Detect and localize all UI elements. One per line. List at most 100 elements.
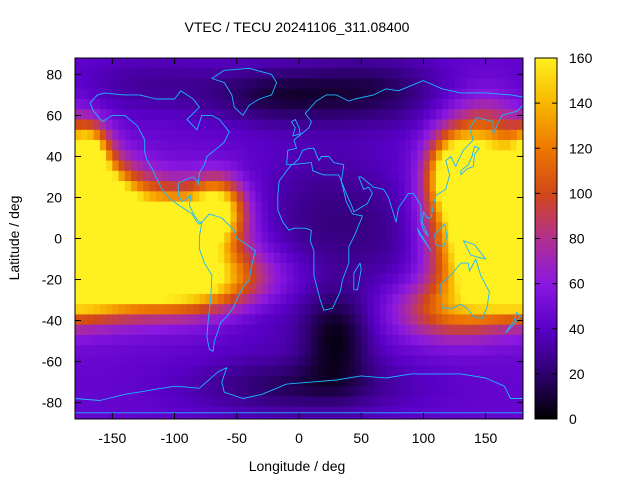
heatmap-cell xyxy=(174,119,182,131)
heatmap-cell xyxy=(174,293,182,305)
heatmap-cell xyxy=(286,345,294,357)
heatmap-cell xyxy=(292,191,300,203)
heatmap-cell xyxy=(429,160,437,172)
heatmap-cell xyxy=(174,355,182,367)
heatmap-cell xyxy=(81,406,89,418)
heatmap-cell xyxy=(224,293,232,305)
heatmap-cell xyxy=(299,355,306,367)
heatmap-cell xyxy=(299,119,306,131)
heatmap-cell xyxy=(417,109,425,121)
heatmap-cell xyxy=(218,211,225,223)
heatmap-cell xyxy=(330,375,337,387)
heatmap-cell xyxy=(236,324,244,336)
heatmap-cell xyxy=(355,109,362,121)
heatmap-cell xyxy=(299,406,306,418)
heatmap-cell xyxy=(236,242,244,254)
heatmap-cell xyxy=(149,252,157,264)
heatmap-cell xyxy=(87,242,95,254)
heatmap-cell xyxy=(330,68,337,80)
heatmap-cell xyxy=(404,283,412,295)
heatmap-cell xyxy=(255,140,263,151)
heatmap-cell xyxy=(373,314,381,326)
heatmap-cell xyxy=(485,181,493,192)
heatmap-cell xyxy=(373,211,381,223)
heatmap-cell xyxy=(168,58,176,69)
heatmap-cell xyxy=(442,304,449,315)
heatmap-cell xyxy=(448,355,456,367)
heatmap-cell xyxy=(162,365,169,377)
heatmap-cell xyxy=(311,324,319,336)
heatmap-cell xyxy=(267,386,275,398)
heatmap-cell xyxy=(174,334,182,346)
heatmap-cell xyxy=(93,160,101,172)
heatmap-cell xyxy=(274,273,281,285)
heatmap-cell xyxy=(429,386,437,398)
heatmap-cell xyxy=(236,416,244,419)
heatmap-cell xyxy=(379,345,387,357)
heatmap-cell xyxy=(118,58,126,69)
heatmap-cell xyxy=(435,375,443,387)
heatmap-cell xyxy=(516,375,523,387)
heatmap-cell xyxy=(305,283,313,295)
heatmap-cell xyxy=(87,334,95,346)
heatmap-cell xyxy=(292,99,300,110)
heatmap-cell xyxy=(286,273,294,285)
heatmap-cell xyxy=(137,211,145,223)
heatmap-cell xyxy=(143,396,151,408)
heatmap-cell xyxy=(423,365,431,377)
heatmap-cell xyxy=(361,181,369,192)
heatmap-cell xyxy=(491,170,499,182)
heatmap-cell xyxy=(124,416,132,419)
heatmap-cell xyxy=(93,170,101,182)
heatmap-cell xyxy=(280,345,288,357)
heatmap-cell xyxy=(174,345,182,357)
heatmap-cell xyxy=(323,334,331,346)
heatmap-cell xyxy=(516,222,523,233)
heatmap-cell xyxy=(299,283,306,295)
heatmap-cell xyxy=(149,375,157,387)
heatmap-cell xyxy=(467,386,474,398)
heatmap-cell xyxy=(118,355,126,367)
heatmap-cell xyxy=(81,396,89,408)
heatmap-cell xyxy=(230,201,238,213)
heatmap-cell xyxy=(280,416,288,419)
heatmap-cell xyxy=(249,160,257,172)
heatmap-cell xyxy=(435,201,443,213)
heatmap-cell xyxy=(404,170,412,182)
heatmap-cell xyxy=(355,334,362,346)
heatmap-cell xyxy=(460,211,468,223)
heatmap-cell xyxy=(193,88,201,100)
heatmap-cell xyxy=(467,222,474,233)
heatmap-cell xyxy=(485,78,493,90)
heatmap-cell xyxy=(75,386,82,398)
heatmap-cell xyxy=(367,201,375,213)
heatmap-cell xyxy=(348,109,356,121)
heatmap-cell xyxy=(491,68,499,80)
heatmap-cell xyxy=(361,252,369,264)
heatmap-cell xyxy=(274,99,281,110)
heatmap-cell xyxy=(348,78,356,90)
heatmap-cell xyxy=(392,170,400,182)
heatmap-cell xyxy=(106,416,113,419)
heatmap-cell xyxy=(460,334,468,346)
heatmap-cell xyxy=(93,355,101,367)
heatmap-cell xyxy=(392,242,400,254)
heatmap-cell xyxy=(442,324,449,336)
heatmap-cell xyxy=(467,181,474,192)
heatmap-cell xyxy=(236,355,244,367)
heatmap-cell xyxy=(398,181,406,192)
heatmap-cell xyxy=(435,365,443,377)
heatmap-cell xyxy=(379,129,387,141)
heatmap-cell xyxy=(99,201,107,213)
heatmap-cell xyxy=(323,170,331,182)
heatmap-cell xyxy=(467,396,474,408)
heatmap-cell xyxy=(423,314,431,326)
heatmap-cell xyxy=(323,129,331,141)
y-tick-label: 40 xyxy=(46,148,62,164)
heatmap-cell xyxy=(467,283,474,295)
heatmap-cell xyxy=(448,181,456,192)
heatmap-cell xyxy=(435,406,443,418)
heatmap-cell xyxy=(386,58,393,69)
heatmap-cell xyxy=(124,201,132,213)
heatmap-cell xyxy=(516,211,523,223)
